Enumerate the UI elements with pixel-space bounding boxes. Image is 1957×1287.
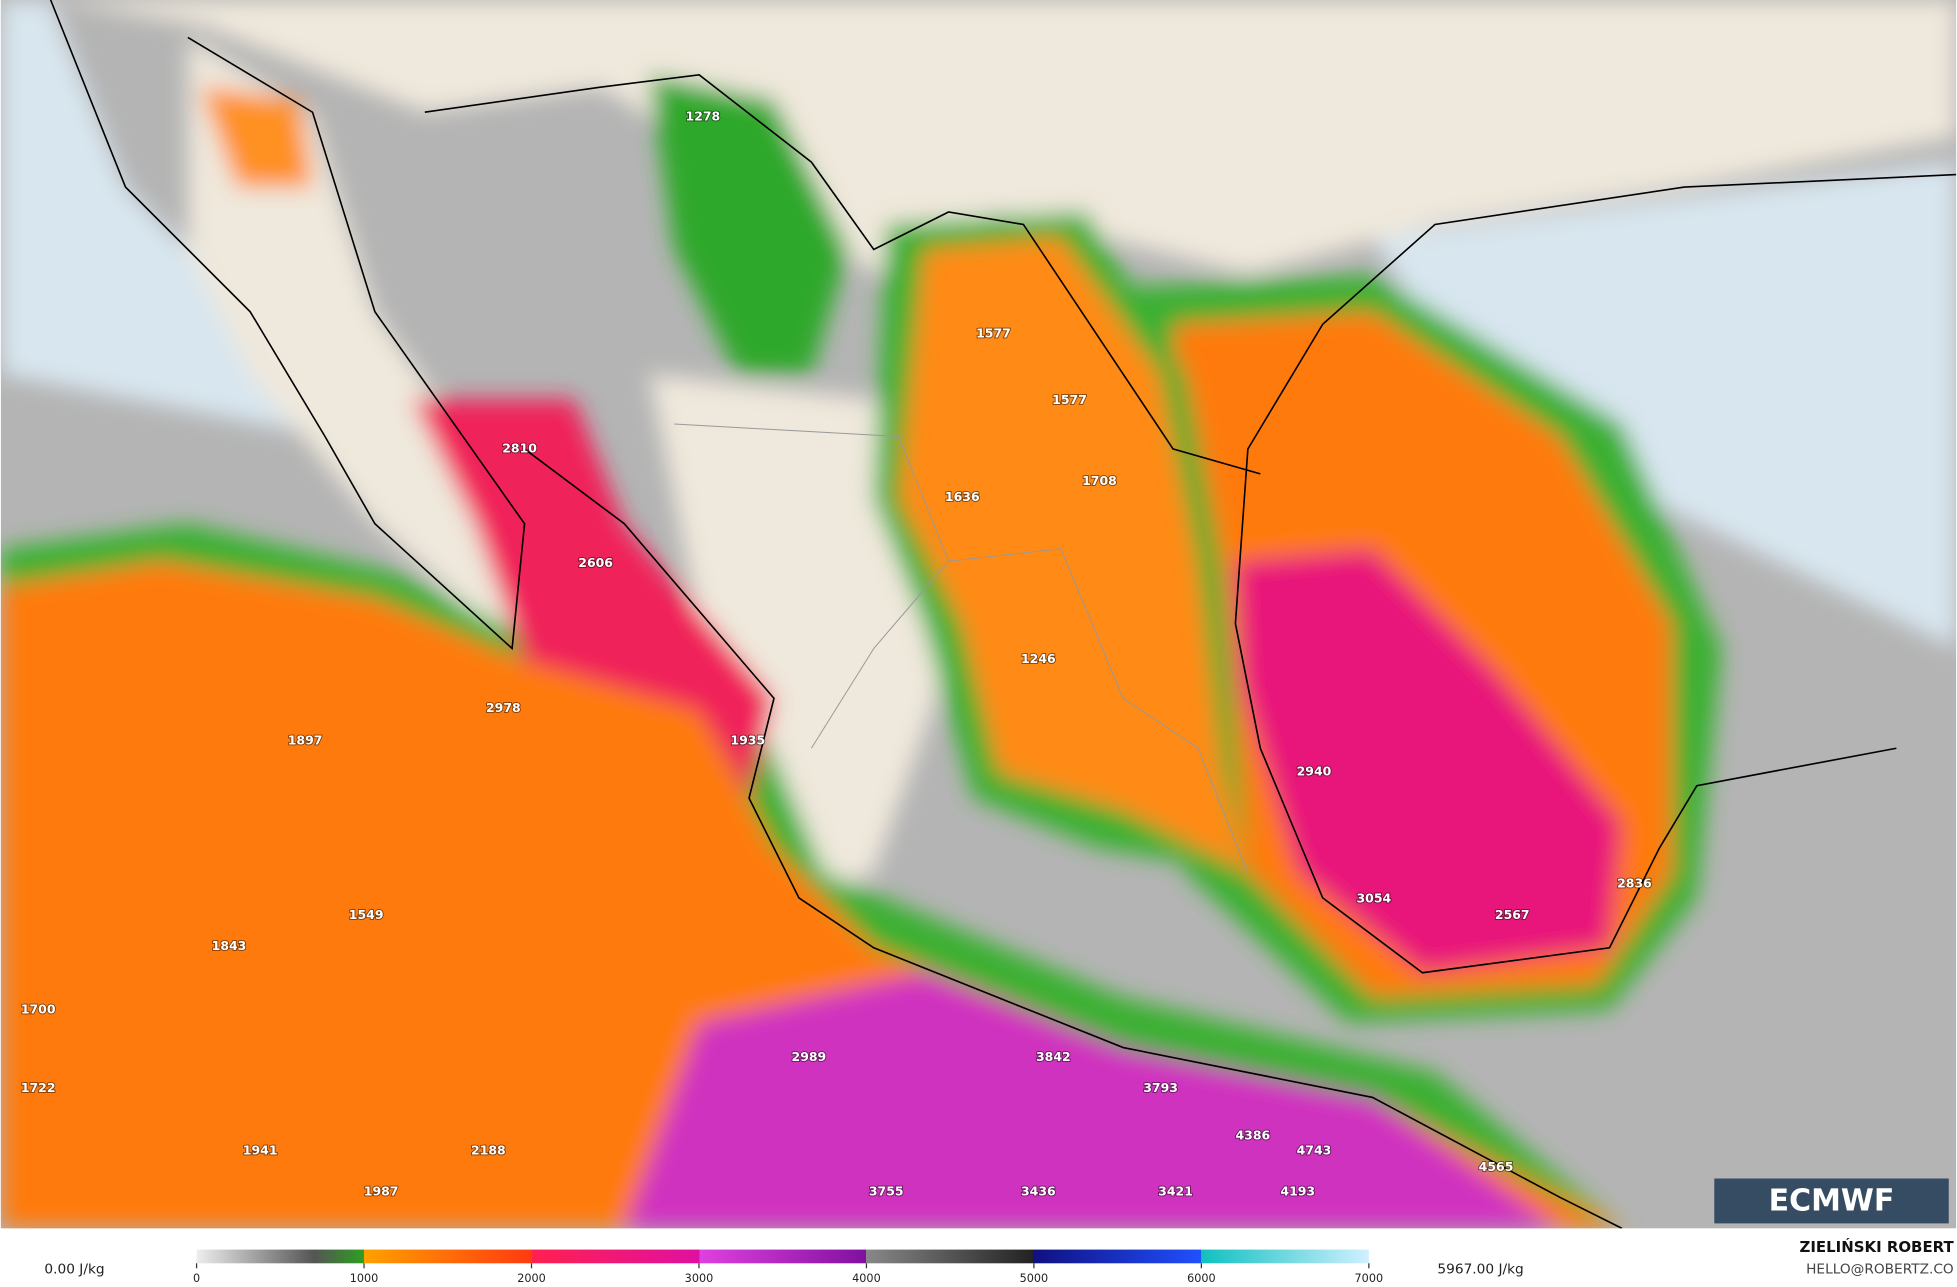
value-label: 1700	[21, 1002, 56, 1017]
value-label: 2810	[502, 440, 537, 455]
value-label: 2188	[471, 1143, 506, 1158]
colorbar-tick-label: 4000	[852, 1272, 881, 1285]
value-label: 2836	[1617, 876, 1652, 891]
value-label: 1636	[945, 489, 980, 504]
value-labels: 1278 1577 1577 2810 1708 1636 2606 1246 2978 1897…	[20, 108, 1653, 1200]
value-label: 1941	[243, 1143, 278, 1158]
contact: HELLO@ROBERTZ.CO	[1806, 1261, 1954, 1277]
value-label: 3793	[1143, 1080, 1178, 1095]
value-label: 3421	[1158, 1184, 1193, 1199]
logo: ECMWF	[1769, 1184, 1895, 1219]
value-label: 1278	[686, 109, 721, 124]
colorbar-max: 5967.00 J/kg	[1437, 1261, 1523, 1277]
value-label: 1549	[349, 907, 384, 922]
colorbar-tick-label: 0	[193, 1272, 200, 1285]
value-label: 1577	[1052, 392, 1087, 407]
colorbar-tick-label: 3000	[685, 1272, 714, 1285]
value-label: 3054	[1356, 891, 1391, 906]
value-label: 2989	[792, 1049, 827, 1064]
value-label: 1708	[1082, 473, 1117, 488]
value-label: 1935	[730, 732, 765, 747]
value-label: 1722	[21, 1080, 56, 1095]
value-label: 1843	[212, 938, 247, 953]
map-area	[0, 0, 1957, 1229]
value-label: 1897	[288, 732, 323, 747]
logo-box	[1714, 1178, 1949, 1224]
value-label: 3842	[1036, 1049, 1071, 1064]
colorbar-tick-label: 5000	[1020, 1272, 1049, 1285]
colorbar-min: 0.00 J/kg	[44, 1261, 104, 1277]
value-label: 1987	[364, 1184, 399, 1199]
author: ZIELIŃSKI ROBERT	[1799, 1237, 1954, 1256]
value-label: 3436	[1021, 1184, 1056, 1199]
value-label: 4386	[1236, 1128, 1271, 1143]
colorbar-tick-label: 6000	[1187, 1272, 1216, 1285]
value-label: 4743	[1297, 1143, 1332, 1158]
colorbar	[196, 1249, 1369, 1264]
value-label: 4193	[1280, 1184, 1315, 1199]
value-label: 2567	[1495, 907, 1530, 922]
value-label: 2606	[578, 555, 613, 570]
colorbar-tick-label: 1000	[350, 1272, 379, 1285]
value-label: 2940	[1297, 763, 1332, 778]
value-label: 2978	[486, 700, 521, 715]
value-label: 1246	[1021, 651, 1056, 666]
value-label: 3755	[869, 1184, 904, 1199]
value-label: 4565	[1479, 1159, 1514, 1174]
colorbar-tick-label: 7000	[1355, 1272, 1384, 1285]
value-label: 1577	[976, 326, 1011, 341]
colorbar-tick-label: 2000	[517, 1272, 546, 1285]
